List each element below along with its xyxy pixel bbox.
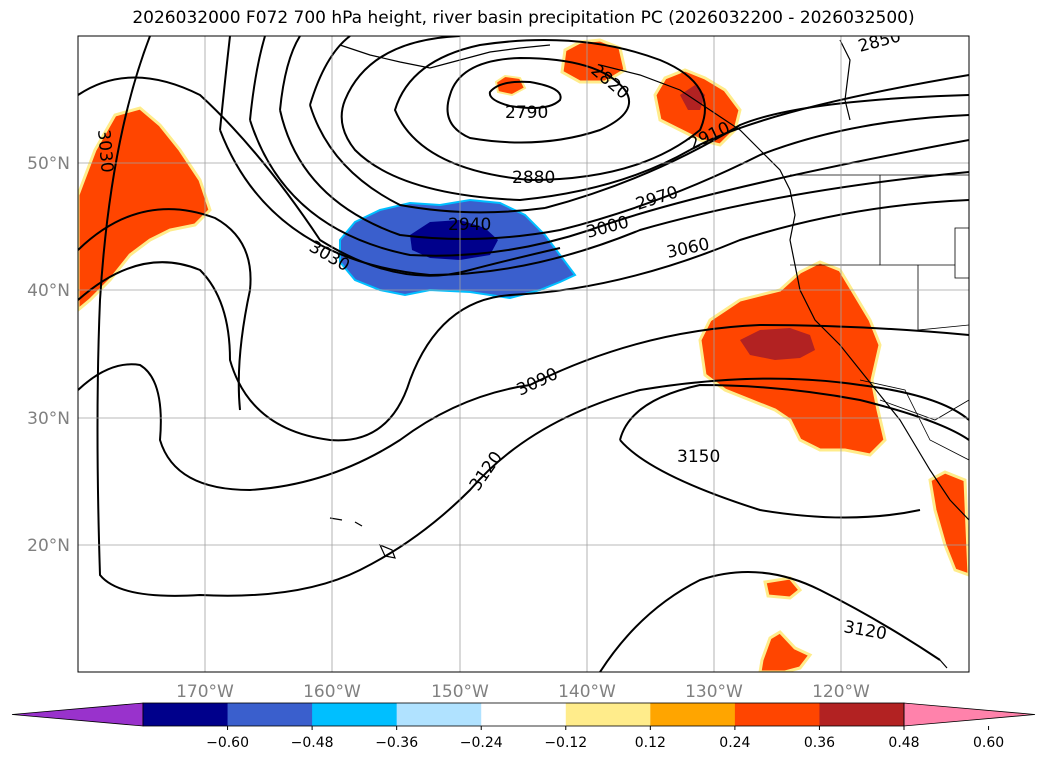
longitude-label: 160°W (303, 682, 361, 702)
colorbar-tick-label: 0.36 (804, 735, 835, 751)
colorbar-tick-label: 0.60 (973, 735, 1004, 751)
colorbar-tick-labels: −0.60 −0.48 −0.36 −0.24 −0.12 0.12 0.24 0.36 0.4… (206, 735, 1004, 751)
colorbar-extend-min (11, 702, 144, 727)
colorbar-segment (396, 703, 482, 726)
colorbar-segment (650, 703, 736, 726)
contour-3150 (619, 383, 969, 519)
latitude-label: 50°N (27, 154, 70, 174)
contour-3030-west2 (78, 208, 252, 411)
latitude-label: 30°N (27, 409, 70, 429)
precip-region-dark2 (680, 85, 705, 110)
colorbar-extend-max (903, 702, 1036, 727)
colorbar (11, 702, 1036, 730)
contour-label: 2940 (448, 215, 491, 235)
contour-label: 3030 (93, 129, 117, 174)
colorbar-segment (143, 703, 229, 726)
contour-3030-west (78, 76, 561, 277)
colorbar-segment (734, 703, 820, 726)
contour-label: 3150 (677, 447, 720, 467)
contour-3120 (96, 36, 969, 597)
colorbar-tick-label: 0.12 (635, 735, 666, 751)
longitude-label: 140°W (558, 682, 616, 702)
colorbar-tick-label: −0.12 (544, 735, 587, 751)
contour-label: 2880 (512, 168, 555, 188)
contour-2970 (249, 36, 969, 257)
colorbar-outline (142, 702, 905, 727)
precip-region-south1 (763, 576, 803, 600)
contour-3060 (78, 199, 969, 442)
colorbar-segment (819, 703, 905, 726)
latitude-label: 40°N (27, 281, 70, 301)
contour-3120-south (599, 571, 941, 672)
contour-2790 (488, 80, 562, 109)
precip-region-mexico (928, 470, 969, 577)
contour-2910b (309, 104, 546, 214)
precip-region-dark1 (740, 328, 815, 360)
contour-labels: 2790 2820 2850 2880 2910 2940 2970 3000 … (93, 36, 903, 644)
colorbar-tick-label: 0.24 (719, 735, 750, 751)
colorbar-segment (227, 703, 313, 726)
contour-2880b (689, 74, 969, 151)
graticule (78, 36, 969, 672)
contour-2940 (279, 36, 969, 240)
colorbar-tick-label: −0.48 (291, 735, 334, 751)
longitude-label: 130°W (685, 682, 743, 702)
latitude-labels: 50°N 40°N 30°N 20°N (27, 154, 70, 556)
longitude-label: 120°W (812, 682, 870, 702)
contour-2910 (309, 36, 969, 209)
colorbar-tick-label: −0.60 (206, 735, 249, 751)
longitude-label: 170°W (176, 682, 234, 702)
latitude-label: 20°N (27, 536, 70, 556)
precip-region-south2 (758, 630, 813, 672)
contour-2880 (340, 36, 691, 202)
precip-negative-core (410, 220, 498, 260)
longitude-label: 150°W (431, 682, 489, 702)
colorbar-segment (565, 703, 651, 726)
longitude-labels: 170°W 160°W 150°W 140°W 130°W 120°W (176, 682, 870, 702)
colorbar-tick-label: 0.48 (888, 735, 919, 751)
contour-2820 (446, 56, 631, 144)
contour-2850 (393, 39, 706, 182)
colorbar-tick-label: −0.24 (460, 735, 503, 751)
contour-3090 (78, 323, 969, 492)
precip-region-small (494, 74, 527, 97)
borders (790, 174, 969, 461)
colorbar-segment (481, 703, 567, 726)
contour-3000 (219, 36, 969, 277)
colorbar-segment (312, 703, 398, 726)
map-frame (77, 35, 970, 673)
colorbar-tick-label: −0.36 (375, 735, 418, 751)
map-title: 2026032000 F072 700 hPa height, river ba… (132, 8, 915, 28)
height-contours (78, 36, 969, 672)
contour-label: 2790 (505, 103, 548, 123)
